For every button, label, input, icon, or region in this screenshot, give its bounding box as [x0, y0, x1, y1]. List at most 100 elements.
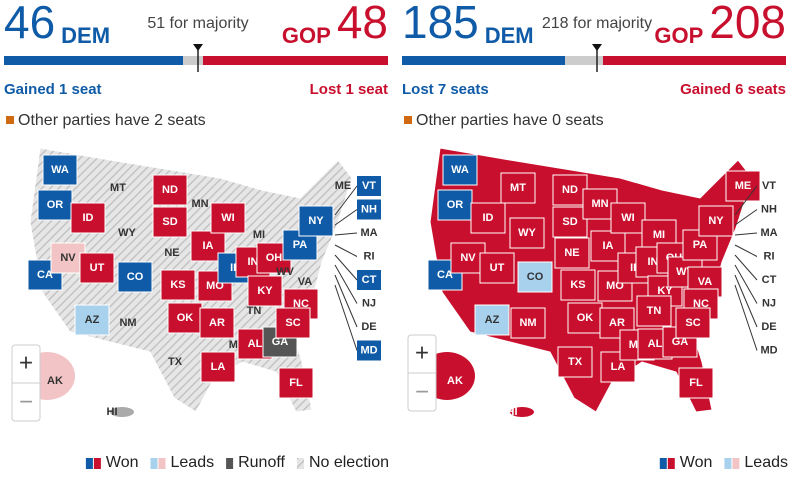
leader-line: [334, 264, 358, 304]
state-label: ND: [162, 184, 178, 196]
state-label: NH: [761, 203, 777, 215]
bar-remaining: [4, 56, 388, 65]
state-shape: [210, 202, 246, 234]
state-label: KS: [170, 279, 185, 291]
leader-line: [334, 209, 358, 226]
state-shape: [510, 307, 546, 339]
state-label: CT: [362, 274, 377, 286]
state-shape: [509, 217, 545, 249]
state-label: HI: [107, 406, 118, 418]
state-shape: [42, 154, 78, 186]
state-shape: [437, 189, 473, 221]
zoom-out[interactable]: −: [415, 378, 429, 405]
state-label: MI: [653, 229, 665, 241]
state-label: CT: [762, 274, 777, 286]
state-label: OK: [577, 312, 594, 324]
dem-change: Lost 7 seats: [402, 81, 489, 98]
state-shape: [450, 242, 486, 274]
state-label: PA: [293, 239, 308, 251]
state-label: TX: [568, 356, 583, 368]
state-label: VA: [698, 276, 713, 288]
leader-line: [734, 244, 758, 257]
state-shape: [479, 252, 515, 284]
state-shape: [510, 407, 534, 417]
state-label: CO: [527, 271, 544, 283]
state-label: MI: [253, 229, 265, 241]
state-shape: [117, 261, 153, 293]
legend-label: Won: [106, 454, 139, 471]
state-label: NY: [308, 215, 324, 227]
state-label: AZ: [485, 314, 500, 326]
legend-swatch: [667, 458, 675, 469]
state-label: SD: [162, 216, 177, 228]
state-box: [357, 176, 381, 196]
state-shape: [278, 367, 314, 399]
leader-line: [334, 185, 358, 216]
majority-label: 218 for majority: [542, 15, 652, 32]
leader-line: [734, 232, 758, 236]
state-label: ID: [483, 212, 494, 224]
state-label: ID: [83, 212, 94, 224]
leader-line: [734, 284, 758, 351]
state-label: AK: [447, 375, 463, 387]
bar-remaining: [402, 56, 786, 65]
gop-count: 208: [709, 0, 786, 48]
gop-count: 48: [337, 0, 388, 48]
state-label: NV: [60, 252, 76, 264]
state-label: OR: [447, 199, 464, 211]
state-label: IA: [203, 240, 214, 252]
state-label: CO: [127, 271, 144, 283]
state-label: TN: [647, 305, 662, 317]
state-label: MD: [360, 344, 377, 356]
state-label: WV: [276, 266, 294, 278]
legend-swatch: [226, 458, 234, 469]
state-shape: [442, 154, 478, 186]
state-shape: [675, 307, 711, 339]
state-shape: [275, 307, 311, 339]
state-label: IL: [630, 262, 640, 274]
legend-swatch: [93, 458, 101, 469]
state-shape: [470, 202, 506, 234]
dem-bar: [402, 56, 565, 65]
leader-line: [334, 274, 358, 328]
state-label: FL: [689, 377, 703, 389]
state-label: VA: [298, 276, 313, 288]
dem-change: Gained 1 seat: [4, 81, 102, 98]
leader-line: [734, 274, 758, 328]
zoom-in[interactable]: +: [19, 349, 33, 376]
state-label: LA: [211, 361, 226, 373]
other-swatch: [6, 116, 14, 124]
state-label: IN: [648, 256, 659, 268]
state-label: NE: [564, 247, 579, 259]
state-shape: [167, 302, 203, 334]
gop-change: Gained 6 seats: [680, 81, 786, 98]
other-parties: Other parties have 2 seats: [18, 112, 206, 129]
gop-bar: [603, 56, 786, 65]
state-shape: [678, 367, 714, 399]
state-label: WY: [118, 227, 136, 239]
state-label: AR: [209, 317, 225, 329]
zoom-in[interactable]: +: [415, 339, 429, 366]
state-label: MA: [360, 227, 377, 239]
state-label: KS: [570, 279, 585, 291]
state-shape: [152, 174, 188, 206]
state-shape: [552, 206, 588, 238]
state-label: VT: [762, 180, 776, 192]
state-label: MT: [510, 182, 526, 194]
state-label: IN: [248, 256, 259, 268]
state-label: SD: [562, 216, 577, 228]
gop-label: GOP: [282, 23, 331, 48]
state-label: GA: [672, 336, 689, 348]
state-box: [357, 199, 381, 220]
state-shape: [500, 172, 536, 204]
state-shape: [74, 304, 110, 336]
dem-count: 46: [4, 0, 55, 48]
legend-swatch: [150, 458, 158, 469]
state-label: LA: [611, 361, 626, 373]
state-label: KY: [657, 285, 673, 297]
state-label: MT: [110, 182, 126, 194]
zoom-out[interactable]: −: [19, 388, 33, 415]
state-label: RI: [364, 250, 375, 262]
state-label: OH: [266, 252, 283, 264]
state-label: OR: [47, 199, 64, 211]
